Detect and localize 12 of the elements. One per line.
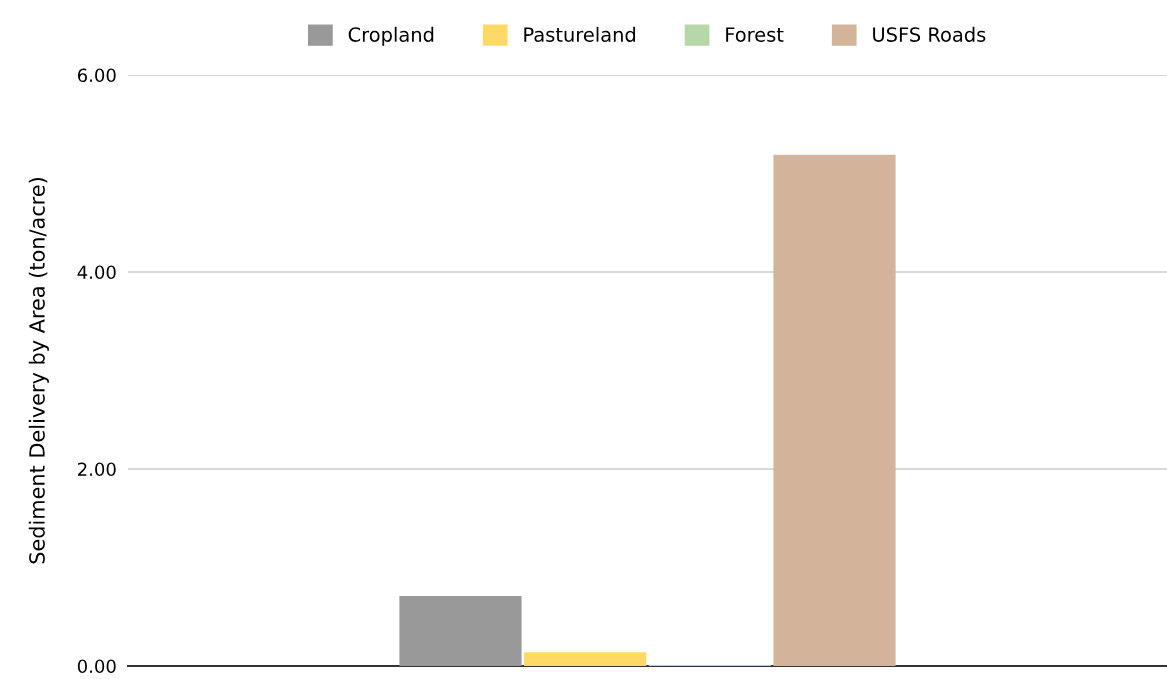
y-tick-label: 2.00 (78, 462, 116, 477)
legend-label: USFS Roads (873, 26, 986, 42)
y-tick-label: 0.00 (77, 659, 116, 674)
legend-label: Cropland (348, 26, 434, 46)
bar (399, 596, 522, 666)
legend-label: Forest (726, 27, 784, 42)
y-tick-label: 6.00 (77, 68, 116, 83)
y-axis-title: Sediment Delivery by Area (ton/acre) (28, 178, 49, 564)
bar (773, 154, 896, 666)
y-tick-label: 4.00 (77, 265, 116, 280)
legend-label: Pastureland (524, 26, 636, 42)
bar (524, 652, 647, 666)
